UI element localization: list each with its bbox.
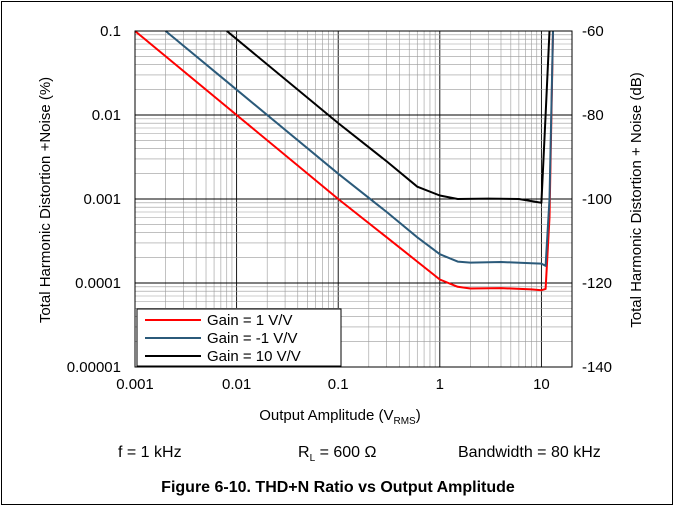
- y2-tick-label: -80: [582, 107, 604, 124]
- y2-tick-label: -100: [582, 191, 612, 208]
- y2-axis-label: Total Harmonic Distortion + Noise (dB): [628, 72, 645, 328]
- condition-load: RL = 600 Ω: [298, 444, 377, 465]
- y-tick-label: 0.1: [100, 23, 121, 40]
- y-tick-label: 0.01: [92, 107, 121, 124]
- y-tick-label: 0.001: [83, 191, 121, 208]
- x-axis-label: Output Amplitude (VRMS): [259, 407, 420, 427]
- plot-border: [134, 30, 573, 368]
- x-tick-label: 10: [533, 376, 550, 393]
- x-tick-label: 0.01: [222, 376, 251, 393]
- y-tick-label: 0.00001: [67, 359, 121, 376]
- thd-chart: 0.001 0.01 0.1 1 10 0.1 0.01 0.001 0.0001 0.00001…: [37, 23, 645, 427]
- y2-tick-label: -140: [582, 359, 612, 376]
- series-line: [164, 30, 554, 267]
- x-tick-label: 0.1: [328, 376, 349, 393]
- figure-caption: Figure 6-10. THD+N Ratio vs Output Ampli…: [161, 479, 515, 496]
- legend-label: Gain = 1 V/V: [207, 312, 292, 329]
- tick-labels: 0.001 0.01 0.1 1 10 0.1 0.01 0.001 0.0001 0.00001…: [67, 23, 612, 393]
- legend-label: Gain = -1 V/V: [207, 330, 297, 347]
- condition-bandwidth: Bandwidth = 80 kHz: [458, 444, 601, 461]
- legend-label: Gain = 10 V/V: [207, 348, 301, 365]
- x-tick-label: 1: [436, 376, 444, 393]
- y2-tick-label: -60: [582, 23, 604, 40]
- series-line: [134, 30, 554, 292]
- y2-tick-label: -120: [582, 275, 612, 292]
- y-tick-label: 0.0001: [75, 275, 121, 292]
- series-lines: [134, 30, 554, 292]
- y-axis-label: Total Harmonic Distortion +Noise (%): [37, 77, 54, 323]
- series-line: [226, 30, 551, 204]
- x-tick-label: 0.001: [116, 376, 154, 393]
- condition-frequency: f = 1 kHz: [118, 444, 182, 461]
